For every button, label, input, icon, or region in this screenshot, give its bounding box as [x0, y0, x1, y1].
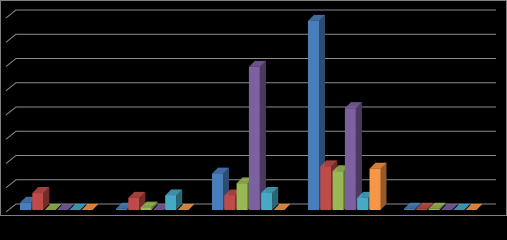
- grid-line: [5, 58, 496, 67]
- bar: [81, 204, 99, 210]
- bar: [44, 204, 62, 210]
- bar-top: [440, 204, 458, 210]
- bar-front: [261, 193, 273, 210]
- bar: [32, 187, 50, 210]
- bar-side: [43, 187, 50, 210]
- bar-front: [140, 207, 152, 210]
- bar-side: [439, 202, 446, 210]
- bar-top: [428, 202, 446, 209]
- bar-front: [224, 195, 236, 210]
- grid-line: [5, 33, 496, 43]
- bar-side: [427, 202, 434, 210]
- bar-side: [380, 162, 387, 210]
- bar-front: [236, 183, 248, 210]
- bar-side: [355, 102, 362, 210]
- grid-line: [5, 9, 496, 19]
- bar-front: [248, 66, 260, 210]
- bar-side: [176, 189, 183, 210]
- bar-top: [165, 189, 183, 196]
- bar-front: [369, 168, 381, 210]
- bar-top: [465, 204, 483, 210]
- bar: [428, 202, 446, 210]
- bar-top: [404, 202, 421, 209]
- bar: [69, 204, 87, 210]
- bar-side: [151, 201, 158, 210]
- bar: [308, 14, 325, 210]
- bar-top: [81, 204, 99, 210]
- bar-top: [369, 162, 387, 169]
- bar: [416, 202, 434, 210]
- bar-top: [177, 204, 195, 210]
- bar-top: [56, 204, 74, 210]
- bar-front: [404, 208, 415, 210]
- bar-top: [344, 102, 362, 109]
- bar-front: [344, 108, 356, 210]
- bar: [261, 187, 279, 210]
- bar: [248, 60, 266, 210]
- bar-top: [44, 204, 62, 210]
- bar-front: [128, 197, 140, 210]
- bar-front: [332, 171, 344, 210]
- bar-top: [248, 60, 266, 67]
- bar-side: [259, 60, 266, 210]
- bar: [165, 189, 183, 210]
- grid-line: [5, 130, 496, 140]
- bar-front: [116, 208, 127, 210]
- bar: [273, 204, 291, 210]
- bar-top: [453, 204, 471, 210]
- bar-top: [261, 187, 279, 194]
- bar-front: [416, 208, 428, 210]
- bar-front: [357, 197, 369, 210]
- bar-top: [69, 204, 87, 210]
- bar-top: [320, 160, 338, 167]
- bar: [369, 162, 387, 210]
- bar-front: [32, 193, 44, 210]
- bar-top: [128, 191, 146, 198]
- bar-top: [32, 187, 50, 194]
- bar-side: [415, 202, 421, 210]
- bar-top: [308, 14, 325, 21]
- bar: [465, 204, 483, 210]
- grid-line: [5, 155, 496, 164]
- grid-line: [5, 106, 496, 116]
- bar: [440, 204, 458, 210]
- bar: [177, 204, 195, 210]
- chart: [0, 0, 507, 216]
- bar-front: [165, 195, 177, 210]
- bar: [56, 204, 74, 210]
- bar-top: [140, 201, 158, 208]
- bar: [404, 202, 421, 210]
- bar: [344, 102, 362, 210]
- bar-front: [428, 208, 440, 210]
- bar-front: [320, 166, 332, 210]
- bar-top: [416, 202, 434, 209]
- bar-side: [319, 14, 325, 210]
- bar-front: [308, 20, 319, 210]
- bar-top: [212, 167, 229, 174]
- bar-top: [273, 204, 291, 210]
- bar: [140, 201, 158, 210]
- bar-side: [272, 187, 279, 210]
- bar: [453, 204, 471, 210]
- bar-front: [212, 173, 223, 210]
- grid-line: [5, 82, 496, 92]
- bar-front: [20, 202, 31, 210]
